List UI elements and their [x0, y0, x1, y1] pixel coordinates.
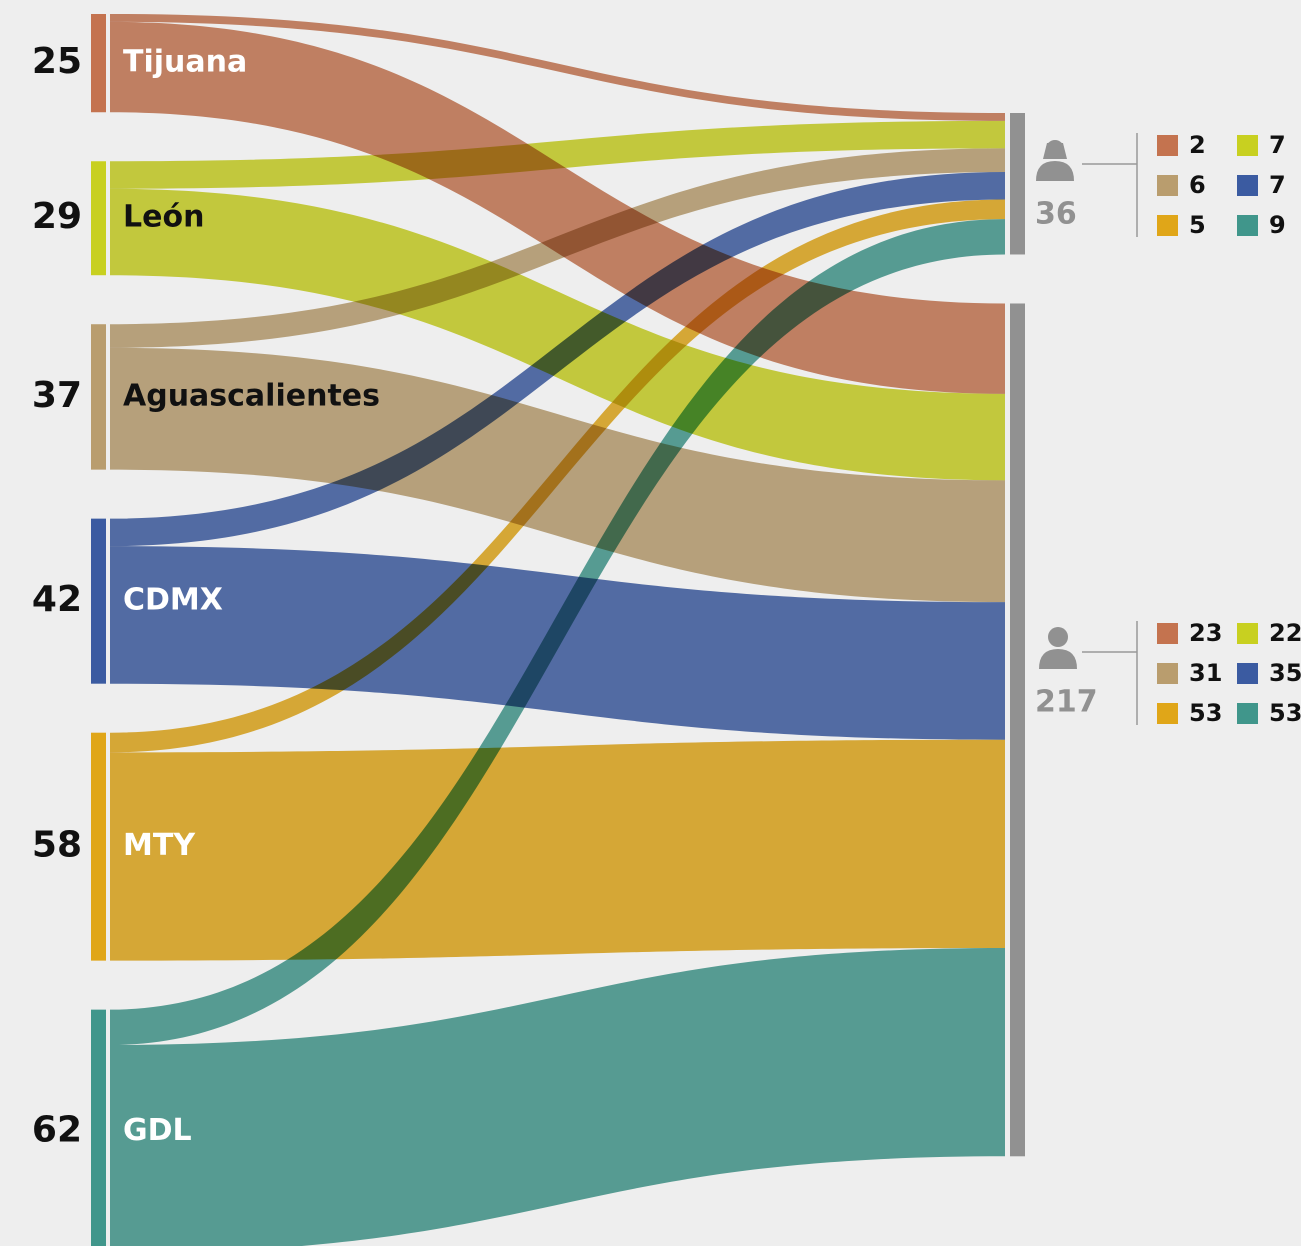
legend-value: 31: [1189, 659, 1222, 687]
flow: [110, 347, 1005, 603]
target-node: [1010, 303, 1025, 1157]
legend-value: 22: [1269, 619, 1301, 647]
source-name: Aguascalientes: [123, 378, 380, 413]
flow: [110, 21, 1005, 394]
legend-value: 7: [1269, 171, 1286, 199]
person-icon-body: [1039, 649, 1077, 669]
legend-value: 53: [1269, 699, 1301, 727]
source-node: [91, 1009, 106, 1246]
source-node: [91, 324, 106, 470]
flow: [110, 948, 1005, 1246]
target-group: 217 23 22 31 35 53 53: [1035, 619, 1301, 727]
legend-swatch: [1237, 135, 1258, 156]
source-name: León: [123, 200, 204, 235]
legend-value: 6: [1189, 171, 1206, 199]
legend-value: 23: [1189, 619, 1222, 647]
source-value: 42: [32, 579, 82, 620]
legend-value: 35: [1269, 659, 1301, 687]
source-name: MTY: [123, 828, 196, 863]
source-node: [91, 732, 106, 961]
legend-swatch: [1157, 703, 1178, 724]
legend-value: 9: [1269, 211, 1286, 239]
source-name: Tijuana: [123, 45, 247, 80]
legend-swatch: [1237, 663, 1258, 684]
source-name: CDMX: [123, 583, 223, 618]
source-node: [91, 518, 106, 684]
legend-swatch: [1157, 215, 1178, 236]
target-node: [1010, 113, 1025, 255]
flow: [110, 546, 1005, 740]
target-value: 217: [1035, 685, 1098, 720]
person-icon-hair: [1043, 143, 1067, 159]
target-value: 36: [1035, 197, 1077, 232]
legend-swatch: [1237, 703, 1258, 724]
source-node: [91, 161, 106, 276]
source-value: 25: [32, 41, 82, 82]
source-name: GDL: [123, 1113, 192, 1148]
legend-swatch: [1157, 135, 1178, 156]
legend-value: 7: [1269, 131, 1286, 159]
legend-value: 53: [1189, 699, 1222, 727]
flows: [110, 14, 1005, 1246]
legend-swatch: [1237, 175, 1258, 196]
person-icon-head: [1048, 627, 1068, 647]
source-value: 37: [32, 375, 82, 416]
legend-value: 2: [1189, 131, 1206, 159]
flow: [110, 120, 1005, 189]
source-node: [91, 14, 106, 113]
person-icon-body: [1036, 161, 1074, 181]
source-value: 58: [32, 825, 82, 866]
legend-swatch: [1237, 623, 1258, 644]
flow: [110, 14, 1005, 121]
legend-swatch: [1157, 623, 1178, 644]
flow: [110, 739, 1005, 961]
flow: [110, 188, 1005, 481]
legend-swatch: [1237, 215, 1258, 236]
target-group: 36 2 7 6 7 5 9: [1035, 131, 1286, 239]
legend-swatch: [1157, 663, 1178, 684]
legend-value: 5: [1189, 211, 1206, 239]
source-value: 62: [32, 1109, 82, 1150]
legend-swatch: [1157, 175, 1178, 196]
source-value: 29: [32, 196, 82, 237]
